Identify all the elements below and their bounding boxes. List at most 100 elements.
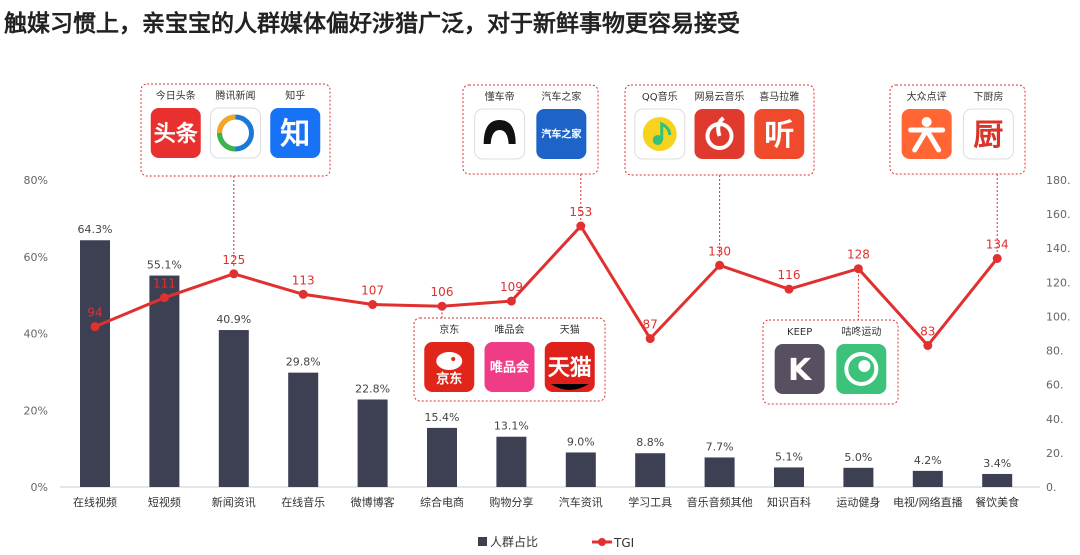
- codoon-icon: [836, 344, 887, 394]
- left-tick-label: 20%: [24, 404, 48, 417]
- right-tick-label: 160.: [1046, 208, 1071, 221]
- car-shape: [483, 120, 516, 144]
- bar: [218, 330, 249, 487]
- right-tick-label: 120.: [1046, 276, 1071, 289]
- category-label: 运动健身: [836, 495, 880, 509]
- right-tick-label: 180.: [1046, 174, 1071, 187]
- app-icon-glyph: 京东: [436, 371, 462, 387]
- app-icon-bg: [270, 108, 321, 158]
- bar-value-label: 5.1%: [775, 450, 803, 463]
- app-label: 今日头条: [156, 89, 196, 102]
- bar: [982, 473, 1013, 487]
- right-tick-label: 140.: [1046, 242, 1071, 255]
- bar: [843, 467, 874, 487]
- right-tick-label: 20.: [1046, 447, 1064, 460]
- app-icon-glyph: 天猫: [548, 356, 592, 381]
- app-icon-glyph: 知: [280, 117, 310, 152]
- tgi-point: [368, 300, 378, 310]
- app-label: 喜马拉雅: [759, 90, 799, 103]
- ring-shape: [217, 114, 236, 134]
- category-label: 在线视频: [73, 495, 117, 509]
- bar-value-label: 7.7%: [706, 440, 734, 453]
- tmall-icon: 天猫: [544, 342, 595, 392]
- app-icon-bg: [150, 108, 201, 158]
- right-tick-label: 80.: [1046, 345, 1064, 358]
- tgi-value-label: 109: [500, 280, 523, 294]
- bar: [774, 467, 804, 487]
- legend-bar-swatch: [478, 537, 487, 546]
- netease-music-icon: [694, 109, 745, 159]
- legend-label: TGI: [613, 536, 634, 550]
- app-label: 天猫: [560, 323, 580, 336]
- legend: 人群占比 TGI: [478, 534, 634, 550]
- app-icon-bg: [544, 342, 595, 392]
- dog-shape: [436, 352, 463, 370]
- tgi-point: [645, 334, 655, 344]
- tgi-value-label: 111: [153, 277, 176, 291]
- bar-value-label: 9.0%: [567, 435, 595, 448]
- zhihu-icon: 知: [270, 108, 321, 158]
- codoon-shape: [858, 360, 871, 372]
- tgi-point: [784, 284, 794, 294]
- app-label: 汽车之家: [541, 90, 581, 103]
- autohome-icon: 汽车之家: [536, 109, 587, 159]
- app-icon-bg: [962, 108, 1014, 160]
- category-label: 汽车资讯: [559, 495, 603, 509]
- tgi-value-label: 153: [569, 205, 592, 219]
- cat-face-shape: [550, 384, 589, 390]
- tgi-point: [715, 260, 725, 270]
- bar-value-label: 13.1%: [494, 420, 529, 433]
- bar-value-label: 15.4%: [425, 411, 460, 424]
- app-icon-glyph: 唯品会: [490, 360, 530, 376]
- legend-label: 人群占比: [490, 534, 538, 549]
- category-label: 知识百科: [767, 495, 811, 509]
- category-label: 购物分享: [489, 495, 533, 509]
- app-label: 下厨房: [973, 90, 1003, 103]
- app-label: 知乎: [285, 89, 305, 102]
- right-tick-label: 60.: [1046, 379, 1064, 392]
- app-label: 懂车帝: [485, 90, 515, 103]
- bar: [496, 436, 527, 487]
- app-icon-bg: [754, 109, 805, 159]
- bar: [288, 372, 319, 487]
- tgi-point: [506, 296, 516, 306]
- dianping-icon: [901, 109, 952, 159]
- tgi-value-label: 113: [292, 273, 315, 287]
- tgi-point: [298, 289, 308, 299]
- left-tick-label: 40%: [24, 328, 48, 341]
- app-icon-glyph: 听: [764, 118, 794, 153]
- jd-icon: 京东: [424, 342, 475, 392]
- category-label: 音乐音频其他: [687, 495, 753, 509]
- bar-value-label: 8.8%: [636, 436, 664, 449]
- swirl-shape: [716, 116, 725, 137]
- category-label: 新闻资讯: [212, 495, 256, 509]
- person-shape: [908, 127, 946, 153]
- app-label: QQ音乐: [642, 90, 678, 103]
- right-tick-label: 100.: [1046, 310, 1071, 323]
- tgi-point: [992, 253, 1002, 263]
- tgi-value-label: 134: [986, 237, 1009, 251]
- note-shape: [660, 121, 672, 140]
- right-tick-label: 40.: [1046, 413, 1064, 426]
- app-icon-bg: [536, 109, 587, 159]
- bar-value-label: 40.9%: [216, 313, 251, 326]
- tgi-value-label: 130: [708, 244, 731, 258]
- app-icon-bg: [474, 108, 526, 160]
- ring-shape: [217, 132, 236, 152]
- bar-value-label: 22.8%: [355, 383, 390, 396]
- bar: [357, 399, 388, 487]
- left-tick-label: 80%: [24, 174, 48, 187]
- category-label: 学习工具: [628, 495, 672, 509]
- bar: [704, 457, 735, 487]
- category-label: 电视/网络直播: [893, 495, 963, 509]
- right-tick-label: 0.: [1046, 481, 1057, 494]
- app-group-fitness: KEEP K 咕咚运动: [762, 274, 899, 405]
- tgi-value-label: 128: [847, 248, 870, 262]
- app-icon-bg: [774, 344, 825, 394]
- tencent-news-icon: [210, 107, 261, 159]
- app-icon-glyph: K: [788, 353, 813, 388]
